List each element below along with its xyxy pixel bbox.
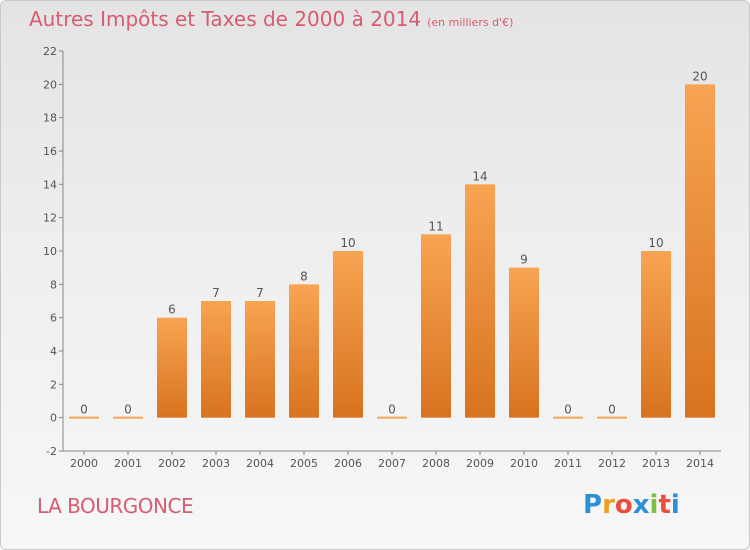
- bar-value-label: 0: [124, 403, 132, 417]
- logo-letter: P: [583, 490, 603, 520]
- bar-value-label: 0: [388, 403, 396, 417]
- y-tick-label: 10: [43, 245, 57, 258]
- x-tick-label: 2014: [686, 457, 714, 470]
- bar-value-label: 8: [300, 269, 308, 283]
- y-tick-label: 2: [50, 378, 57, 391]
- bar: [509, 267, 539, 418]
- bar: [69, 416, 99, 419]
- x-tick-label: 2006: [334, 457, 362, 470]
- x-tick-label: 2011: [554, 457, 582, 470]
- x-tick-label: 2005: [290, 457, 318, 470]
- x-tick-label: 2012: [598, 457, 626, 470]
- x-tick-label: 2004: [246, 457, 274, 470]
- bar: [333, 251, 363, 418]
- chart-title-text: Autres Impôts et Taxes de 2000 à 2014: [29, 7, 422, 31]
- logo-letter: i: [670, 490, 680, 520]
- y-tick-label: 8: [50, 278, 57, 291]
- bar: [553, 416, 583, 419]
- bar-value-label: 10: [340, 236, 355, 250]
- bar: [597, 416, 627, 419]
- bar-value-label: 11: [428, 219, 443, 233]
- bar: [157, 317, 187, 418]
- bar: [289, 284, 319, 418]
- logo-letter: t: [658, 490, 671, 520]
- y-tick-label: 18: [43, 112, 57, 125]
- y-tick-label: 0: [50, 412, 57, 425]
- y-tick-label: 4: [50, 345, 57, 358]
- bar: [245, 301, 275, 418]
- logo-letter: i: [649, 490, 659, 520]
- bar-value-label: 9: [520, 253, 528, 267]
- y-tick-label: 14: [43, 178, 57, 191]
- bar-value-label: 20: [692, 69, 707, 83]
- bar-value-label: 0: [564, 403, 572, 417]
- x-tick-label: 2007: [378, 457, 406, 470]
- proxiti-logo: Proxiti: [583, 490, 680, 520]
- bar: [465, 184, 495, 418]
- x-tick-label: 2003: [202, 457, 230, 470]
- bar-value-label: 10: [648, 236, 663, 250]
- bar: [421, 234, 451, 418]
- chart-title: Autres Impôts et Taxes de 2000 à 2014 (en…: [29, 7, 513, 31]
- bar: [377, 416, 407, 419]
- x-tick-label: 2008: [422, 457, 450, 470]
- x-tick-label: 2010: [510, 457, 538, 470]
- bar-value-label: 7: [256, 286, 264, 300]
- y-tick-label: -2: [46, 445, 57, 458]
- y-tick-label: 12: [43, 212, 57, 225]
- logo-letter: x: [632, 490, 650, 520]
- place-name: LA BOURGONCE: [37, 494, 194, 518]
- logo-letter: r: [602, 490, 615, 520]
- x-tick-label: 2013: [642, 457, 670, 470]
- bar-value-label: 0: [80, 403, 88, 417]
- x-tick-label: 2009: [466, 457, 494, 470]
- logo-letter: o: [614, 490, 633, 520]
- bar: [201, 301, 231, 418]
- y-tick-label: 20: [43, 78, 57, 91]
- bar-value-label: 14: [472, 169, 487, 183]
- y-tick-label: 16: [43, 145, 57, 158]
- bar-value-label: 6: [168, 303, 176, 317]
- bar-value-label: 7: [212, 286, 220, 300]
- x-tick-label: 2001: [114, 457, 142, 470]
- chart-unit: (en milliers d'€): [427, 16, 514, 29]
- x-tick-label: 2000: [70, 457, 98, 470]
- y-tick-label: 6: [50, 312, 57, 325]
- bar: [641, 251, 671, 418]
- bar-value-label: 0: [608, 403, 616, 417]
- y-tick-label: 22: [43, 45, 57, 58]
- x-tick-label: 2002: [158, 457, 186, 470]
- bar: [685, 84, 715, 418]
- bar: [113, 416, 143, 419]
